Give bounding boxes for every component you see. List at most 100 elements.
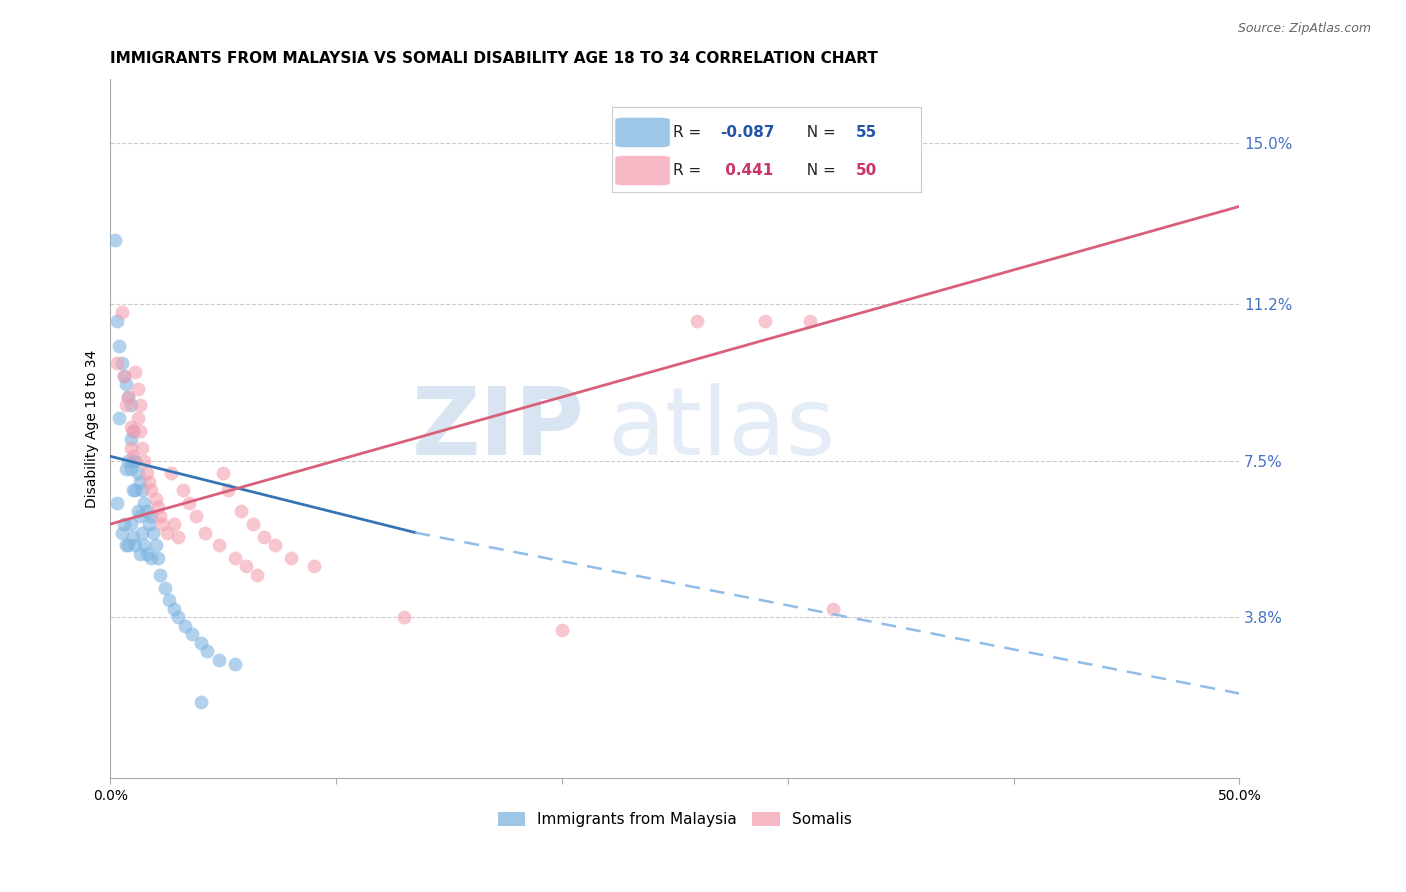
Point	[127, 382, 149, 396]
Point	[122, 483, 145, 498]
Point	[146, 551, 169, 566]
Point	[105, 314, 128, 328]
Point	[112, 517, 135, 532]
Point	[115, 377, 138, 392]
Point	[235, 559, 257, 574]
Point	[821, 602, 844, 616]
Point	[224, 551, 246, 566]
Point	[128, 508, 150, 523]
Point	[180, 627, 202, 641]
Point	[253, 530, 276, 544]
Point	[138, 517, 160, 532]
Text: N =: N =	[797, 163, 841, 178]
Point	[117, 538, 139, 552]
Text: IMMIGRANTS FROM MALAYSIA VS SOMALI DISABILITY AGE 18 TO 34 CORRELATION CHART: IMMIGRANTS FROM MALAYSIA VS SOMALI DISAB…	[111, 51, 879, 66]
Point	[197, 644, 219, 658]
Point	[264, 538, 287, 552]
Point	[194, 525, 217, 540]
Point	[149, 508, 172, 523]
Point	[139, 551, 162, 566]
Point	[280, 551, 302, 566]
Point	[686, 314, 709, 328]
Point	[139, 508, 162, 523]
Y-axis label: Disability Age 18 to 34: Disability Age 18 to 34	[86, 350, 100, 508]
Point	[150, 517, 173, 532]
Point	[124, 453, 146, 467]
Point	[799, 314, 821, 328]
Point	[167, 610, 190, 624]
Point	[217, 483, 239, 498]
Point	[145, 491, 167, 506]
Point	[139, 483, 162, 498]
Point	[115, 538, 138, 552]
Point	[134, 538, 156, 552]
Point	[120, 441, 142, 455]
Point	[117, 390, 139, 404]
Point	[122, 424, 145, 438]
Point	[108, 411, 131, 425]
Point	[224, 657, 246, 671]
Point	[128, 547, 150, 561]
Point	[120, 399, 142, 413]
Point	[135, 547, 157, 561]
Legend: Immigrants from Malaysia, Somalis: Immigrants from Malaysia, Somalis	[492, 806, 858, 833]
Point	[120, 462, 142, 476]
Point	[138, 475, 160, 489]
Point	[120, 517, 142, 532]
Point	[127, 504, 149, 518]
Point	[124, 538, 146, 552]
Text: 0.441: 0.441	[720, 163, 773, 178]
Point	[115, 399, 138, 413]
Point	[754, 314, 776, 328]
Text: atlas: atlas	[607, 383, 835, 475]
Point	[115, 462, 138, 476]
Text: 55: 55	[856, 125, 877, 140]
Point	[242, 517, 264, 532]
Point	[135, 504, 157, 518]
Point	[208, 652, 231, 666]
Point	[128, 424, 150, 438]
Text: Source: ZipAtlas.com: Source: ZipAtlas.com	[1237, 22, 1371, 36]
Point	[117, 453, 139, 467]
Point	[124, 483, 146, 498]
Point	[392, 610, 415, 624]
Point	[131, 441, 153, 455]
Point	[127, 467, 149, 481]
Point	[302, 559, 325, 574]
Text: ZIP: ZIP	[412, 383, 585, 475]
Text: R =: R =	[673, 125, 707, 140]
Point	[120, 419, 142, 434]
Point	[142, 525, 165, 540]
Point	[131, 483, 153, 498]
Point	[134, 496, 156, 510]
Point	[172, 483, 194, 498]
Point	[122, 450, 145, 464]
Point	[134, 453, 156, 467]
Point	[127, 411, 149, 425]
Point	[156, 525, 179, 540]
Point	[212, 467, 235, 481]
Point	[122, 453, 145, 467]
Text: R =: R =	[673, 163, 707, 178]
Point	[135, 467, 157, 481]
Point	[167, 530, 190, 544]
Point	[174, 619, 197, 633]
Point	[111, 356, 134, 370]
Point	[105, 496, 128, 510]
Point	[111, 525, 134, 540]
Point	[104, 233, 127, 247]
Point	[128, 475, 150, 489]
Point	[112, 368, 135, 383]
FancyBboxPatch shape	[614, 117, 671, 148]
Point	[122, 424, 145, 438]
Point	[117, 390, 139, 404]
Point	[162, 602, 184, 616]
Point	[120, 433, 142, 447]
Point	[160, 467, 183, 481]
Point	[131, 525, 153, 540]
Point	[145, 538, 167, 552]
Text: 50: 50	[856, 163, 877, 178]
Point	[162, 517, 184, 532]
Point	[641, 136, 664, 150]
Point	[157, 593, 180, 607]
